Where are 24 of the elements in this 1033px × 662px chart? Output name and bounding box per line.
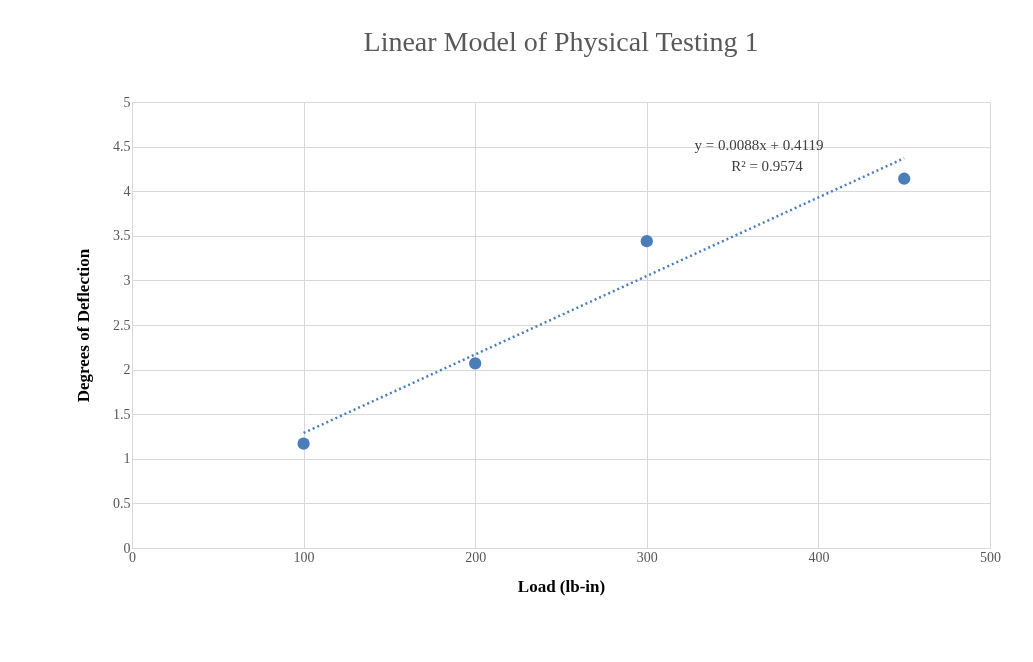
point (898, 172, 911, 185)
x-tick-label: 300 (636, 549, 658, 565)
y-tick-label: 1.5 (113, 406, 131, 422)
chart-title: Linear Model of Physical Testing 1 (363, 26, 759, 57)
x-tick-label: 500 (980, 549, 1001, 565)
point (297, 437, 310, 450)
y-tick-label: 2 (123, 362, 131, 378)
y-tick-label: 2.5 (113, 317, 131, 333)
x-tick-label: 400 (808, 549, 830, 565)
x-tick-label: 200 (465, 549, 487, 565)
y-tick-label: 3.5 (113, 228, 131, 244)
y-tick-label: 3 (123, 272, 131, 288)
y-tick-label: 0.5 (113, 495, 131, 511)
x-tick-label: 100 (293, 549, 315, 565)
y-tick-label: 4 (123, 183, 131, 199)
y-tick-label: 4.5 (113, 139, 131, 155)
x-axis-title: Load (lb-in) (517, 576, 606, 596)
annotation: y = 0.0088x + 0.4119 (694, 137, 824, 153)
y-axis-title: Degrees of Deflection (74, 248, 93, 403)
y-tick-label: 5 (123, 94, 131, 110)
y-tick-label: 1 (123, 451, 131, 467)
point (640, 235, 653, 248)
point (469, 357, 482, 370)
annotation: R² = 0.9574 (731, 158, 804, 174)
